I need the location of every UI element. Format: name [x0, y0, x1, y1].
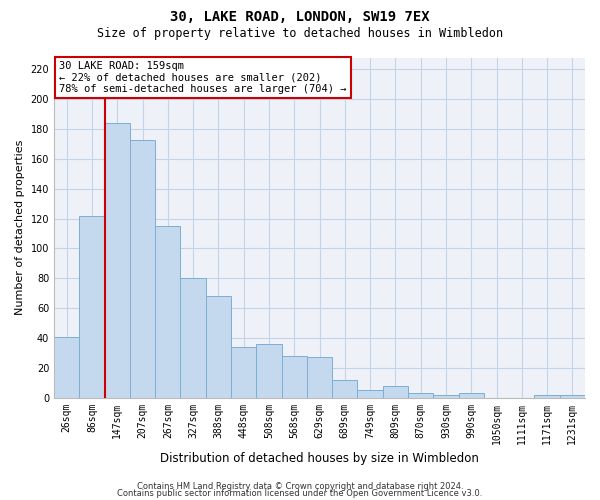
Bar	[433, 394, 458, 398]
Bar	[332, 380, 358, 398]
Text: 30, LAKE ROAD, LONDON, SW19 7EX: 30, LAKE ROAD, LONDON, SW19 7EX	[170, 10, 430, 24]
Text: Contains public sector information licensed under the Open Government Licence v3: Contains public sector information licen…	[118, 490, 482, 498]
Bar	[155, 226, 181, 398]
Text: 30 LAKE ROAD: 159sqm
← 22% of detached houses are smaller (202)
78% of semi-deta: 30 LAKE ROAD: 159sqm ← 22% of detached h…	[59, 61, 347, 94]
Bar	[281, 356, 307, 398]
Text: Contains HM Land Registry data © Crown copyright and database right 2024.: Contains HM Land Registry data © Crown c…	[137, 482, 463, 491]
Bar	[54, 336, 79, 398]
Bar	[206, 296, 231, 398]
Y-axis label: Number of detached properties: Number of detached properties	[15, 140, 25, 316]
Bar	[307, 358, 332, 398]
Bar	[458, 393, 484, 398]
Bar	[104, 123, 130, 398]
Bar	[358, 390, 383, 398]
Bar	[231, 347, 256, 398]
Bar	[408, 393, 433, 398]
Bar	[383, 386, 408, 398]
Bar	[130, 140, 155, 398]
Bar	[535, 394, 560, 398]
Bar	[181, 278, 206, 398]
X-axis label: Distribution of detached houses by size in Wimbledon: Distribution of detached houses by size …	[160, 452, 479, 465]
Text: Size of property relative to detached houses in Wimbledon: Size of property relative to detached ho…	[97, 28, 503, 40]
Bar	[560, 394, 585, 398]
Bar	[79, 216, 104, 398]
Bar	[256, 344, 281, 398]
